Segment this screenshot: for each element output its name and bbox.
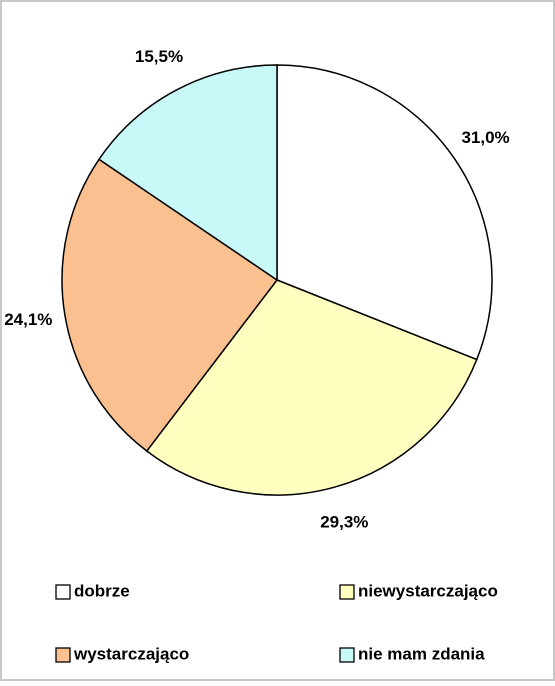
data-label: 15,5% <box>135 47 183 66</box>
legend-label: dobrze <box>74 581 130 600</box>
pie-slice <box>98 64 278 282</box>
data-label: 29,3% <box>320 512 368 531</box>
legend-swatch <box>339 647 355 663</box>
legend-swatch <box>55 647 71 663</box>
pie-slice <box>276 64 493 361</box>
legend-label: wystarczająco <box>73 644 189 663</box>
pie-slice <box>61 158 279 453</box>
legend-swatch <box>55 584 71 600</box>
data-label: 31,0% <box>461 128 509 147</box>
pie-slice <box>145 279 478 496</box>
data-label: 24,1% <box>4 310 52 329</box>
legend-swatch <box>339 584 355 600</box>
legend-label: nie mam zdania <box>358 644 485 663</box>
legend-label: niewystarczająco <box>358 581 498 600</box>
